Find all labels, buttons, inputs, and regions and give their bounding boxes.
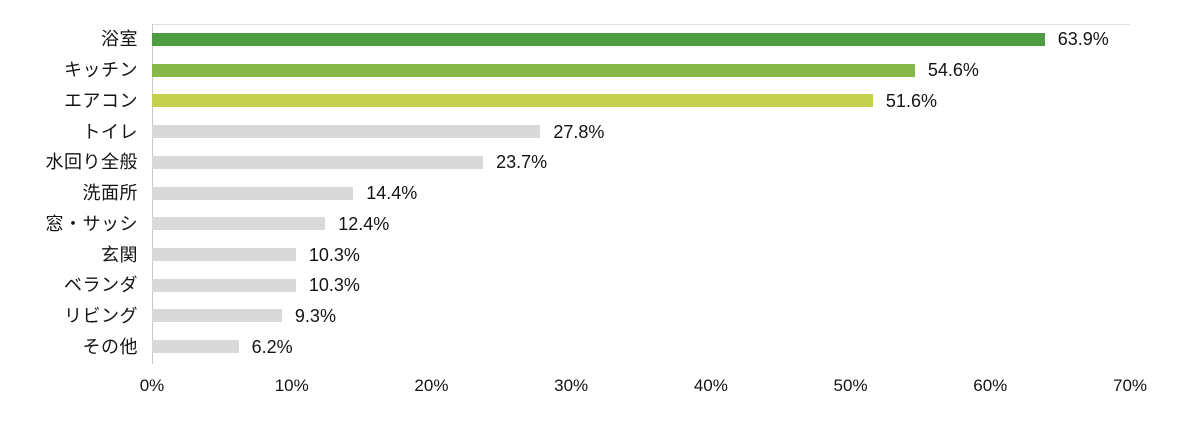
chart-row: トイレ 27.8%	[0, 116, 1130, 147]
category-label: その他	[82, 336, 138, 357]
chart-row: エアコン 51.6%	[0, 85, 1130, 116]
value-label: 63.9%	[1057, 29, 1109, 50]
category-label: 水回り全般	[45, 152, 138, 173]
bar	[152, 94, 873, 108]
chart-row: キッチン 54.6%	[0, 55, 1130, 86]
bar-track: 51.6%	[152, 90, 1130, 111]
value-label: 12.4%	[338, 213, 390, 234]
bar	[152, 32, 1045, 46]
value-label: 23.7%	[496, 152, 548, 173]
category-label: エアコン	[64, 90, 138, 111]
bar	[152, 217, 326, 231]
chart-row: 窓・サッシ 12.4%	[0, 208, 1130, 239]
x-axis-tick-label: 50%	[833, 376, 868, 395]
chart-row: 洗面所 14.4%	[0, 178, 1130, 209]
bar-track: 27.8%	[152, 121, 1130, 142]
category-label: 洗面所	[82, 183, 138, 204]
x-axis-tick-label: 0%	[139, 376, 165, 395]
bars-area: 浴室 63.9% キッチン 54.6% エアコン 51.6% トイレ 27.8% 水回り全般 23…	[0, 24, 1130, 362]
x-axis-tick-label: 60%	[973, 376, 1008, 395]
x-axis-ticks: 0% 10% 20% 30% 40% 50% 60% 70%	[140, 374, 1147, 398]
bar	[152, 125, 541, 139]
x-axis-tick-label: 10%	[274, 376, 309, 395]
bar	[152, 63, 915, 77]
bar-track: 12.4%	[152, 213, 1130, 234]
bar	[152, 340, 239, 354]
x-axis-tick-label: 30%	[554, 376, 589, 395]
value-label: 14.4%	[366, 183, 418, 204]
bar-track: 10.3%	[152, 244, 1130, 265]
category-label: ベランダ	[64, 275, 138, 296]
x-axis-tick-label: 40%	[693, 376, 728, 395]
category-label: キッチン	[64, 60, 138, 81]
value-label: 10.3%	[308, 244, 360, 265]
bar-track: 14.4%	[152, 183, 1130, 204]
bar-track: 10.3%	[152, 275, 1130, 296]
bar-track: 54.6%	[152, 60, 1130, 81]
chart-row: ベランダ 10.3%	[0, 270, 1130, 301]
bar	[152, 248, 296, 261]
chart-row: 水回り全般 23.7%	[0, 147, 1130, 178]
bar	[152, 278, 296, 292]
bar	[152, 155, 484, 169]
x-axis-tick-label: 70%	[1112, 376, 1148, 395]
value-label: 51.6%	[885, 90, 937, 111]
category-label: 浴室	[101, 29, 138, 50]
category-label: トイレ	[82, 121, 138, 142]
bar-track: 23.7%	[152, 152, 1130, 173]
x-axis-tick-label: 20%	[414, 376, 449, 395]
category-label: 玄関	[101, 244, 138, 265]
chart-row: その他 6.2%	[0, 331, 1130, 362]
value-label: 54.6%	[927, 60, 979, 81]
category-label: 窓・サッシ	[45, 213, 138, 234]
chart-row: リビング 9.3%	[0, 301, 1130, 332]
category-label: リビング	[64, 305, 138, 326]
bar	[152, 309, 282, 323]
bar-track: 9.3%	[152, 305, 1130, 326]
bar-track: 63.9%	[152, 29, 1130, 50]
value-label: 9.3%	[294, 305, 336, 326]
plot-top-border	[152, 24, 1130, 25]
value-label: 27.8%	[553, 121, 605, 142]
bar-track: 6.2%	[152, 336, 1130, 357]
chart-row: 玄関 10.3%	[0, 239, 1130, 270]
value-label: 6.2%	[251, 336, 293, 357]
chart-row: 浴室 63.9%	[0, 24, 1130, 55]
bar	[152, 186, 354, 200]
value-label: 10.3%	[308, 275, 360, 296]
